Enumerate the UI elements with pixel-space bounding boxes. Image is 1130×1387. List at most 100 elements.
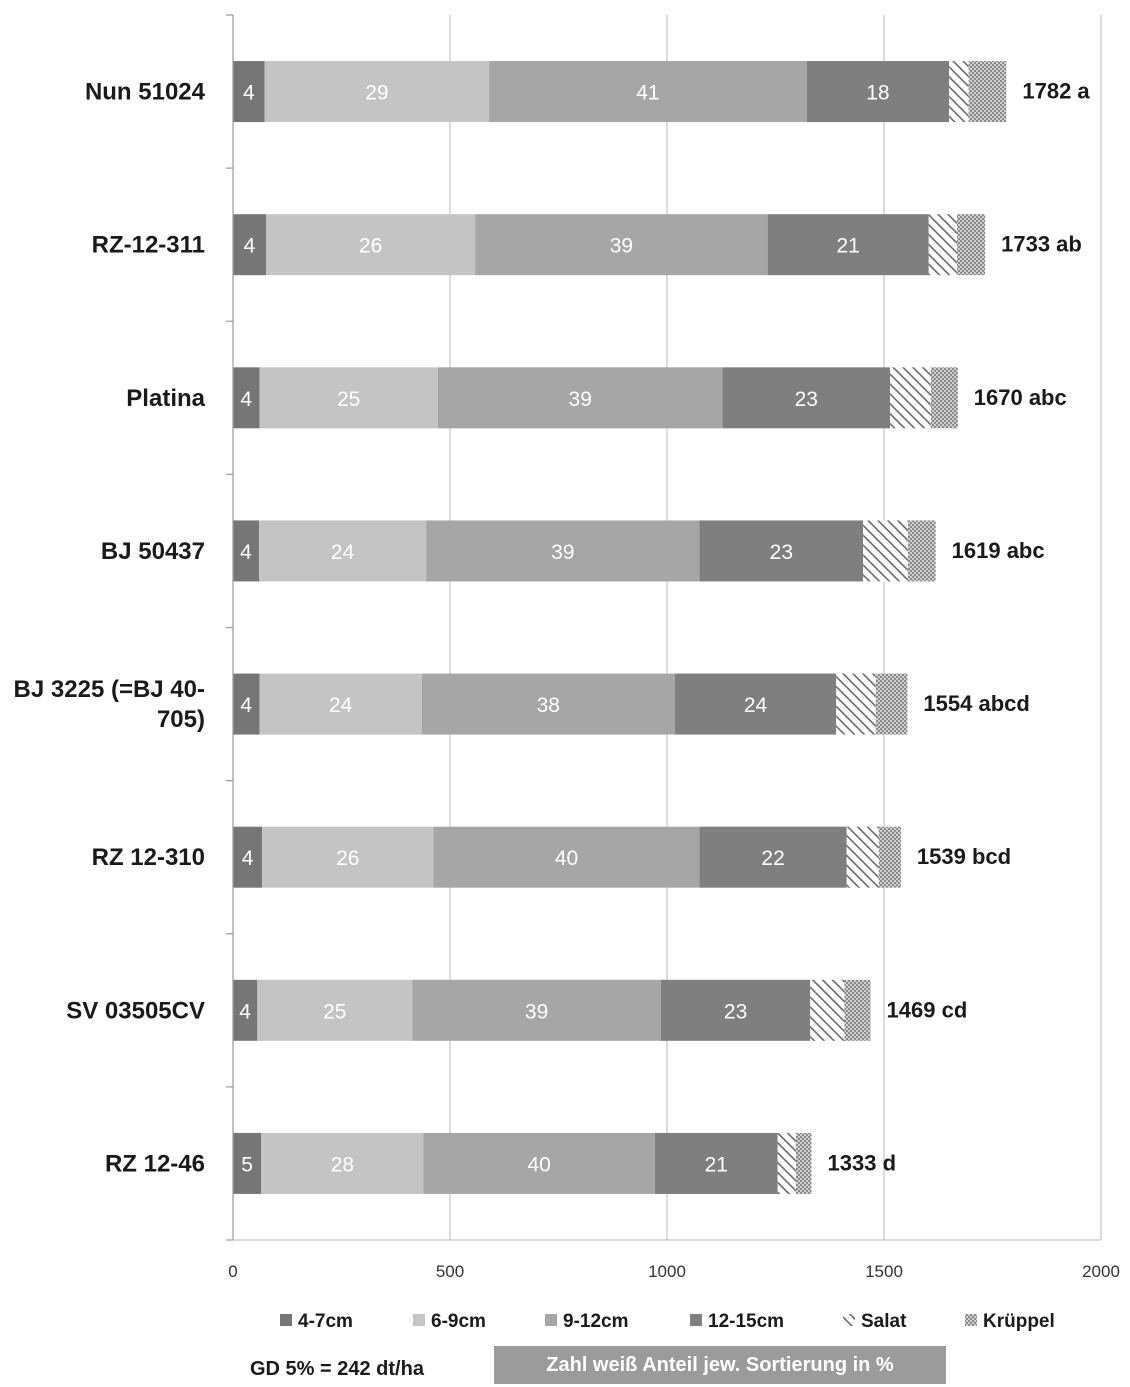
bar-segment-kr-ppel [968, 61, 1007, 123]
bar-segment-6-9cm [262, 826, 434, 888]
category-label: RZ 12-46 [105, 1150, 205, 1177]
axes: 0 500 1000 1500 2000 Nun 51024 RZ-12-311 Platin… [14, 14, 1120, 1281]
segment-value-label: 26 [336, 847, 359, 870]
segment-value-label: 4 [243, 82, 255, 105]
legend-label: 12-15cm [708, 1311, 784, 1332]
total-value-label: 1469 cd [887, 997, 968, 1022]
bar-segment-kr-ppel [907, 520, 936, 582]
gd-footnote: GD 5% = 242 dt/ha [250, 1358, 424, 1380]
segment-value-label: 39 [569, 388, 592, 411]
bar-segment-12-15cm [654, 1132, 778, 1194]
segment-value-label: 29 [365, 82, 388, 105]
bar-segment-4-7cm [233, 520, 260, 582]
legend-swatch [545, 1314, 557, 1326]
legend-label: Krüppel [983, 1311, 1055, 1332]
legend: 4-7cm 6-9cm 9-12cm 12-15cm Salat Krüppel [280, 1311, 1055, 1332]
bar-segment-kr-ppel [956, 214, 986, 276]
bar-segment-4-7cm [233, 826, 263, 888]
category-label: Platina [126, 385, 205, 412]
bar-segment-salat [846, 826, 879, 888]
total-value-label: 1333 d [828, 1150, 897, 1175]
info-box: Zahl weiß Anteil jew. Sortierung in % [494, 1346, 946, 1384]
bar-segment-6-9cm [257, 979, 413, 1041]
bar-segment-9-12cm [489, 61, 807, 123]
category-label-line: Nun 51024 [85, 79, 206, 106]
segment-value-label: 39 [610, 235, 633, 258]
x-tick-label: 2000 [1082, 1262, 1120, 1281]
bar-segment-12-15cm [699, 826, 847, 888]
total-value-label: 1782 a [1022, 79, 1090, 104]
bar-segment-4-7cm [233, 61, 265, 123]
bar-segment-9-12cm [426, 520, 700, 582]
category-label-line: Platina [126, 385, 205, 412]
legend-swatch [843, 1314, 855, 1326]
total-value-label: 1539 bcd [917, 844, 1011, 869]
segment-value-label: 40 [528, 1153, 551, 1176]
segment-value-label: 4 [240, 388, 252, 411]
bar-segment-9-12cm [437, 367, 723, 429]
legend-label: Salat [861, 1311, 907, 1332]
bar-segment-kr-ppel [875, 673, 908, 735]
legend-label: 6-9cm [431, 1311, 486, 1332]
stacked-bar-chart: 4 29 41 18 1782 a 4 26 39 21 1733 ab 4 25 39 23 1670 a… [14, 14, 1120, 1332]
bar-segment-12-15cm [767, 214, 929, 276]
segment-value-label: 38 [537, 694, 560, 717]
segment-value-label: 4 [242, 847, 254, 870]
bars: 4 29 41 18 1782 a 4 26 39 21 1733 ab 4 25 39 23 1670 a… [233, 61, 1090, 1194]
total-value-label: 1619 abc [952, 538, 1045, 563]
bar-segment-12-15cm [806, 61, 950, 123]
bar-segment-kr-ppel [878, 826, 901, 888]
bar-segment-kr-ppel [930, 367, 958, 429]
x-tick-label: 0 [228, 1262, 237, 1281]
category-label-line: SV 03505CV [66, 997, 205, 1024]
bar-segment-9-12cm [423, 1132, 655, 1194]
bar-segment-salat [890, 367, 931, 429]
segment-value-label: 4 [244, 235, 256, 258]
category-label: Nun 51024 [85, 79, 206, 106]
legend-swatch [413, 1314, 425, 1326]
bar-segment-salat [863, 520, 908, 582]
total-value-label: 1670 abc [974, 385, 1067, 410]
bar-segment-9-12cm [433, 826, 700, 888]
bar-segment-kr-ppel [795, 1132, 812, 1194]
bar-segment-9-12cm [475, 214, 768, 276]
bar-segment-12-15cm [722, 367, 891, 429]
segment-value-label: 21 [837, 235, 860, 258]
bar-segment-salat [836, 673, 876, 735]
segment-value-label: 23 [795, 388, 818, 411]
legend-swatch [280, 1314, 292, 1326]
segment-value-label: 24 [744, 694, 768, 717]
x-tick-label: 1500 [865, 1262, 903, 1281]
legend-label: 4-7cm [298, 1311, 353, 1332]
bar-segment-6-9cm [265, 214, 476, 276]
legend-swatch [690, 1314, 702, 1326]
bar-segment-12-15cm [660, 979, 811, 1041]
bar-segment-6-9cm [259, 520, 427, 582]
segment-value-label: 5 [241, 1153, 253, 1176]
category-label-line: 705) [157, 706, 205, 733]
segment-value-label: 24 [331, 541, 355, 564]
bar-segment-12-15cm [699, 520, 864, 582]
bar-segment-9-12cm [421, 673, 675, 735]
gridlines [449, 15, 1102, 1240]
segment-value-label: 25 [337, 388, 360, 411]
category-label: RZ 12-310 [92, 844, 205, 871]
x-tick-label: 500 [436, 1262, 464, 1281]
bar-segment-salat [810, 979, 845, 1041]
segment-value-label: 22 [761, 847, 784, 870]
bar-segment-6-9cm [264, 61, 490, 123]
bar-segment-salat [949, 61, 969, 123]
segment-value-label: 18 [866, 82, 889, 105]
bar-segment-4-7cm [233, 1132, 262, 1194]
segment-value-label: 23 [770, 541, 793, 564]
segment-value-label: 25 [323, 1000, 346, 1023]
total-value-label: 1554 abcd [923, 691, 1029, 716]
bar-segment-4-7cm [233, 979, 258, 1041]
category-label: BJ 50437 [101, 538, 205, 565]
bar-segment-salat [928, 214, 957, 276]
bar-segment-4-7cm [233, 214, 266, 276]
bar-segment-6-9cm [259, 367, 438, 429]
segment-value-label: 40 [555, 847, 578, 870]
category-label: SV 03505CV [66, 997, 205, 1024]
bar-segment-9-12cm [412, 979, 661, 1041]
